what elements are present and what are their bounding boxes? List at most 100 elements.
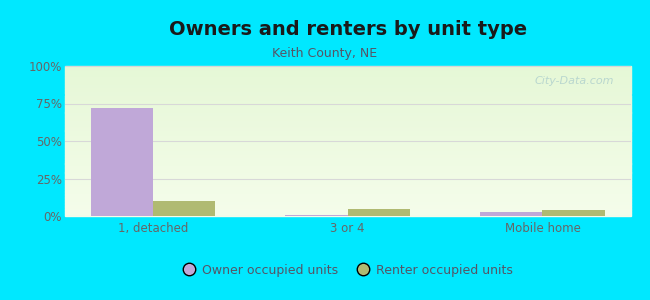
Bar — [65, 165, 630, 166]
Bar — [65, 162, 630, 164]
Bar — [65, 194, 630, 195]
Text: City-Data.com: City-Data.com — [534, 76, 614, 86]
Bar — [65, 167, 630, 168]
Bar — [65, 156, 630, 158]
Bar — [65, 204, 630, 206]
Bar — [65, 106, 630, 108]
Bar — [65, 214, 630, 216]
Bar — [65, 116, 630, 117]
Bar — [65, 186, 630, 188]
Bar — [65, 111, 630, 112]
Bar — [65, 76, 630, 78]
Bar — [65, 158, 630, 159]
Bar — [543, 210, 604, 216]
Bar — [65, 124, 630, 126]
Bar — [65, 192, 630, 194]
Bar — [65, 102, 630, 104]
Bar — [65, 180, 630, 182]
Bar — [65, 177, 630, 178]
Bar — [65, 172, 630, 174]
Bar — [65, 103, 630, 105]
Bar — [65, 152, 630, 153]
Bar — [65, 82, 630, 84]
Bar — [65, 84, 630, 86]
Bar — [65, 74, 630, 75]
Bar — [65, 98, 630, 99]
Bar — [65, 122, 630, 123]
Bar — [65, 184, 630, 186]
Bar — [65, 201, 630, 202]
Bar — [65, 198, 630, 200]
Bar — [65, 190, 630, 192]
Bar — [65, 112, 630, 114]
Bar — [65, 68, 630, 69]
Bar — [65, 153, 630, 154]
Bar — [65, 196, 630, 198]
Bar — [65, 99, 630, 100]
Bar — [65, 207, 630, 208]
Bar — [65, 176, 630, 177]
Bar — [65, 94, 630, 96]
Title: Owners and renters by unit type: Owners and renters by unit type — [169, 20, 526, 39]
Bar — [153, 201, 215, 216]
Bar — [65, 210, 630, 212]
Bar — [65, 202, 630, 204]
Bar — [65, 147, 630, 148]
Bar — [65, 208, 630, 210]
Bar — [65, 142, 630, 144]
Bar — [65, 154, 630, 156]
Bar — [65, 150, 630, 152]
Bar — [65, 118, 630, 120]
Bar — [65, 72, 630, 74]
Bar — [65, 110, 630, 111]
Bar — [65, 140, 630, 141]
Bar — [65, 66, 630, 68]
Bar — [65, 160, 630, 162]
Bar — [65, 144, 630, 146]
Bar — [65, 130, 630, 132]
Bar — [65, 188, 630, 189]
Bar — [65, 87, 630, 88]
Bar — [65, 128, 630, 129]
Bar — [65, 93, 630, 94]
Bar — [65, 105, 630, 106]
Bar — [65, 92, 630, 93]
Bar — [65, 168, 630, 170]
Bar — [65, 200, 630, 201]
Text: Keith County, NE: Keith County, NE — [272, 46, 378, 59]
Bar — [65, 114, 630, 116]
Bar — [65, 136, 630, 138]
Bar — [348, 208, 410, 216]
Bar — [65, 96, 630, 98]
Bar — [65, 182, 630, 183]
Bar — [65, 206, 630, 207]
Bar — [65, 189, 630, 190]
Bar — [285, 214, 348, 216]
Bar — [65, 129, 630, 130]
Bar — [65, 212, 630, 213]
Bar — [65, 75, 630, 76]
Bar — [65, 80, 630, 81]
Bar — [65, 123, 630, 124]
Bar — [65, 169, 630, 171]
Bar — [65, 138, 630, 140]
Bar — [65, 174, 630, 176]
Bar — [65, 108, 630, 110]
Bar — [65, 195, 630, 196]
Bar — [65, 69, 630, 70]
Bar — [480, 212, 543, 216]
Bar — [65, 100, 630, 102]
Bar — [65, 85, 630, 87]
Bar — [65, 70, 630, 72]
Bar — [65, 164, 630, 165]
Bar — [65, 213, 630, 214]
Bar — [65, 171, 630, 172]
Bar — [65, 81, 630, 82]
Bar — [65, 141, 630, 142]
Bar — [65, 148, 630, 150]
Bar — [65, 117, 630, 118]
Bar — [65, 90, 630, 92]
Bar — [65, 120, 630, 122]
Bar — [65, 126, 630, 128]
Legend: Owner occupied units, Renter occupied units: Owner occupied units, Renter occupied un… — [178, 259, 517, 282]
